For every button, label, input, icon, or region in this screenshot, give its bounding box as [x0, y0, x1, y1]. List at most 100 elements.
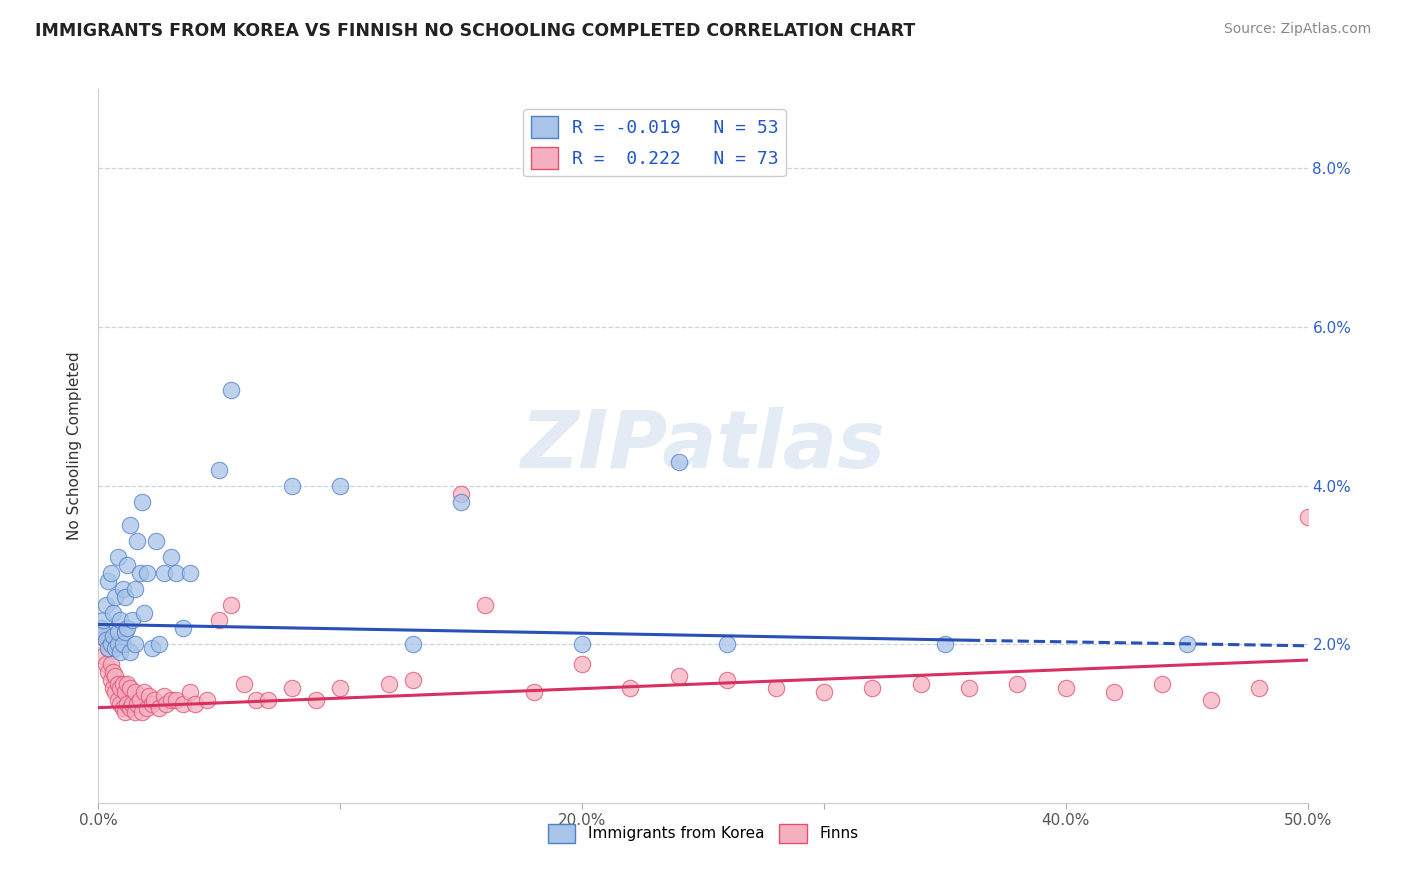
Point: [104, 685, 127, 699]
Point: [101, 681, 124, 695]
Point: [114, 590, 136, 604]
Point: [329, 478, 352, 492]
Point: [281, 681, 304, 695]
Text: Source: ZipAtlas.com: Source: ZipAtlas.com: [1223, 22, 1371, 37]
Point: [910, 677, 932, 691]
Point: [152, 689, 174, 703]
Point: [121, 697, 143, 711]
Point: [195, 692, 218, 706]
Point: [668, 669, 690, 683]
Point: [134, 606, 156, 620]
Point: [474, 598, 496, 612]
Point: [256, 692, 278, 706]
Point: [1249, 681, 1271, 695]
Point: [860, 681, 883, 695]
Point: [124, 705, 146, 719]
Point: [90, 621, 112, 635]
Legend: Immigrants from Korea, Finns: Immigrants from Korea, Finns: [541, 818, 865, 848]
Point: [141, 641, 163, 656]
Point: [165, 692, 187, 706]
Point: [128, 566, 150, 580]
Point: [111, 582, 134, 596]
Point: [114, 685, 136, 699]
Point: [97, 641, 120, 656]
Point: [668, 455, 690, 469]
Point: [450, 486, 472, 500]
Point: [148, 700, 170, 714]
Point: [101, 629, 124, 643]
Point: [135, 566, 157, 580]
Point: [619, 681, 641, 695]
Point: [94, 598, 117, 612]
Point: [118, 645, 141, 659]
Point: [111, 677, 134, 691]
Point: [94, 629, 117, 643]
Point: [94, 633, 117, 648]
Point: [100, 657, 122, 671]
Point: [165, 566, 187, 580]
Point: [329, 681, 352, 695]
Point: [131, 494, 153, 508]
Point: [94, 657, 117, 671]
Point: [108, 614, 131, 628]
Point: [1102, 685, 1125, 699]
Point: [813, 685, 835, 699]
Point: [90, 629, 112, 643]
Point: [1007, 677, 1029, 691]
Point: [245, 692, 267, 706]
Point: [91, 614, 114, 628]
Point: [127, 534, 149, 549]
Point: [160, 692, 183, 706]
Point: [111, 700, 134, 714]
Point: [138, 689, 160, 703]
Point: [135, 700, 157, 714]
Point: [124, 685, 146, 699]
Point: [114, 705, 136, 719]
Point: [127, 697, 149, 711]
Point: [184, 697, 207, 711]
Point: [179, 566, 201, 580]
Point: [281, 478, 304, 492]
Point: [100, 673, 122, 687]
Point: [152, 566, 174, 580]
Point: [107, 625, 129, 640]
Point: [134, 685, 156, 699]
Point: [124, 637, 146, 651]
Point: [1199, 692, 1222, 706]
Point: [1152, 677, 1174, 691]
Point: [143, 692, 166, 706]
Point: [172, 697, 194, 711]
Point: [117, 697, 139, 711]
Point: [716, 637, 738, 651]
Point: [208, 463, 231, 477]
Point: [117, 558, 139, 572]
Point: [402, 637, 425, 651]
Point: [716, 673, 738, 687]
Point: [377, 677, 399, 691]
Point: [145, 534, 167, 549]
Point: [91, 625, 114, 640]
Point: [97, 574, 120, 588]
Point: [107, 692, 129, 706]
Point: [107, 677, 129, 691]
Point: [91, 649, 114, 664]
Point: [104, 641, 127, 656]
Point: [221, 598, 243, 612]
Y-axis label: No Schooling Completed: No Schooling Completed: [67, 351, 83, 541]
Text: IMMIGRANTS FROM KOREA VS FINNISH NO SCHOOLING COMPLETED CORRELATION CHART: IMMIGRANTS FROM KOREA VS FINNISH NO SCHO…: [35, 22, 915, 40]
Point: [121, 614, 143, 628]
Point: [1296, 510, 1319, 524]
Point: [1175, 637, 1198, 651]
Point: [523, 685, 546, 699]
Point: [117, 621, 139, 635]
Point: [172, 621, 194, 635]
Point: [208, 614, 231, 628]
Point: [104, 669, 127, 683]
Point: [179, 685, 201, 699]
Point: [97, 641, 120, 656]
Point: [765, 681, 787, 695]
Point: [107, 637, 129, 651]
Point: [114, 625, 136, 640]
Point: [221, 384, 243, 398]
Point: [108, 645, 131, 659]
